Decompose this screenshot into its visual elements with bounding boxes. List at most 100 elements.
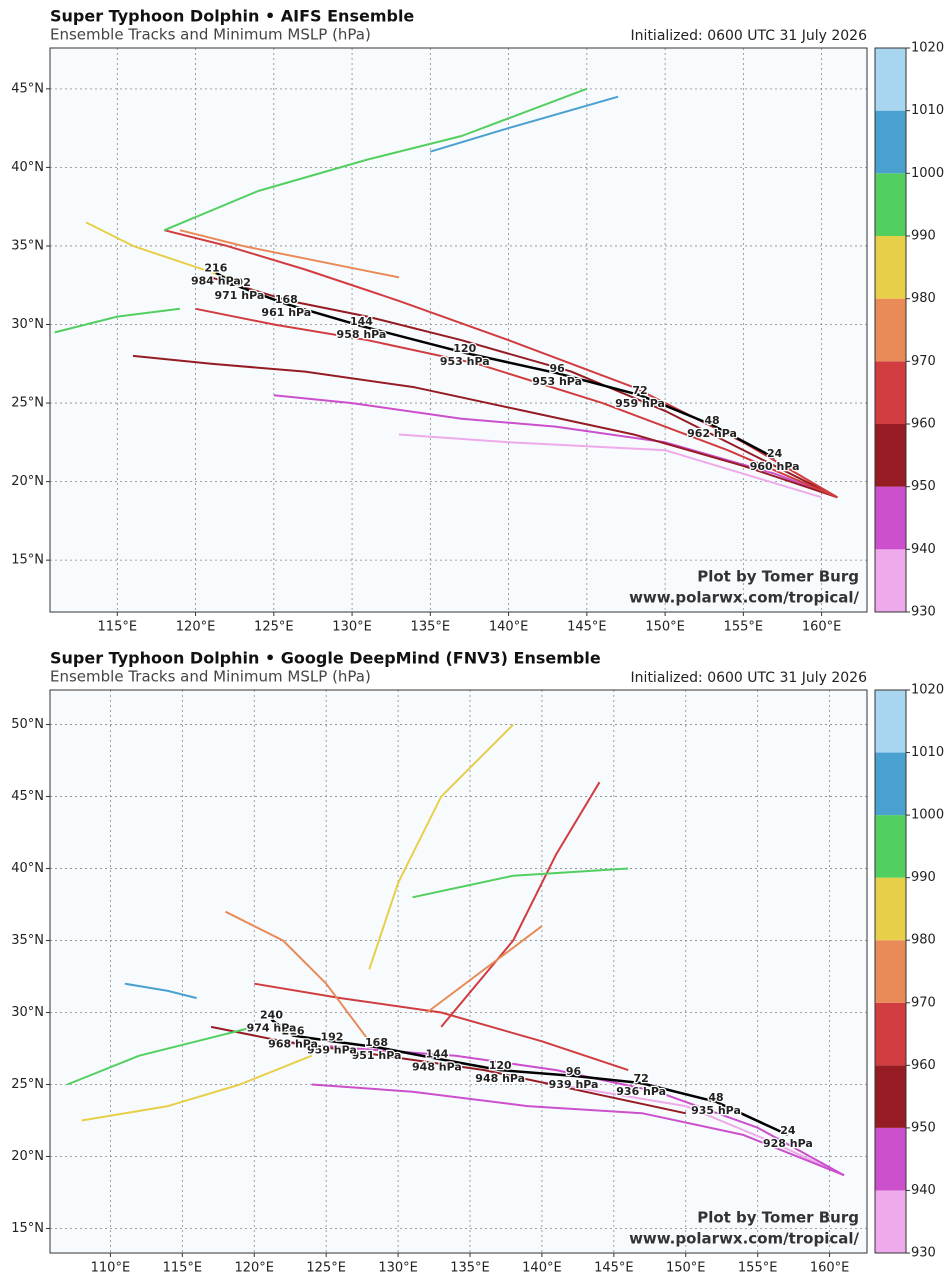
ensemble-track: [311, 1083, 845, 1177]
pressure-label: 936 hPa: [616, 1085, 666, 1098]
pressure-label: 960 hPa: [750, 460, 800, 473]
hour-label: 168: [365, 1036, 388, 1049]
colorbar-band: [875, 877, 906, 941]
y-tick-label: 30°N: [11, 1005, 44, 1020]
hour-label: 240: [260, 1009, 283, 1022]
colorbar-band: [875, 1065, 906, 1128]
pressure-label: 971 hPa: [214, 289, 264, 302]
hour-label: 216: [204, 262, 227, 275]
hour-label: 120: [489, 1059, 512, 1072]
pressure-label: 962 hPa: [687, 427, 737, 440]
y-tick-label: 15°N: [11, 553, 44, 568]
pressure-label: 953 hPa: [532, 375, 582, 388]
credit: Plot by Tomer Burg: [697, 1209, 859, 1227]
y-tick-label: 35°N: [11, 238, 44, 253]
y-tick-label: 30°N: [11, 317, 44, 332]
x-tick-label: 145°E: [567, 620, 607, 635]
init-time: Initialized: 0600 UTC 31 July 2026: [631, 28, 868, 44]
ensemble-track: [163, 87, 588, 232]
colorbar-band: [875, 486, 906, 550]
hour-label: 48: [708, 1091, 723, 1104]
pressure-label: 958 hPa: [337, 328, 387, 341]
mean-track: [215, 271, 776, 460]
colorbar-band: [875, 1127, 906, 1191]
ensemble-track: [210, 276, 838, 499]
ensemble-track: [398, 433, 822, 499]
pressure-label: 928 hPa: [763, 1137, 813, 1150]
colorbar-band: [875, 236, 906, 299]
y-tick-label: 15°N: [11, 1221, 44, 1236]
map-background: [50, 690, 867, 1253]
colorbar-band: [875, 549, 906, 612]
colorbar-band: [875, 690, 906, 753]
ensemble-track: [513, 1076, 845, 1177]
x-tick-label: 120°E: [176, 620, 216, 635]
init-time: Initialized: 0600 UTC 31 July 2026: [631, 670, 868, 686]
y-tick-label: 20°N: [11, 1149, 44, 1164]
hour-label: 192: [228, 276, 251, 289]
y-tick-label: 40°N: [11, 861, 44, 876]
colorbar-band: [875, 815, 906, 878]
colorbar-label: 1010: [911, 745, 944, 760]
credit-url: www.polarwx.com/tropical/: [629, 1230, 859, 1248]
x-tick-label: 160°E: [810, 1261, 850, 1276]
credit-url: www.polarwx.com/tropical/: [629, 589, 859, 607]
hour-label: 192: [320, 1030, 343, 1043]
colorbar-band: [875, 1002, 906, 1066]
ensemble-track: [412, 867, 629, 899]
colorbar-label: 990: [911, 870, 936, 885]
pressure-label: 984 hPa: [191, 275, 241, 288]
x-tick-label: 145°E: [594, 1261, 634, 1276]
colorbar-label: 1020: [911, 41, 944, 56]
hour-label: 120: [453, 342, 476, 355]
hour-label: 144: [425, 1048, 448, 1061]
pressure-label: 939 hPa: [549, 1078, 599, 1091]
ensemble-track: [268, 1040, 845, 1177]
panel-title: Super Typhoon Dolphin • AIFS Ensemble: [50, 7, 414, 26]
colorbar-label: 970: [911, 354, 936, 369]
ensemble-track: [225, 910, 371, 1042]
ensemble-track: [179, 229, 400, 279]
ensemble-track: [440, 781, 601, 1028]
x-tick-label: 120°E: [234, 1261, 274, 1276]
ensemble-track: [195, 307, 838, 499]
hour-label: 216: [282, 1025, 305, 1038]
ensemble-track: [430, 95, 619, 153]
x-tick-label: 155°E: [738, 1261, 778, 1276]
x-tick-label: 155°E: [724, 620, 764, 635]
colorbar-label: 990: [911, 229, 936, 244]
map-frame: [49, 47, 868, 613]
colorbar-label: 950: [911, 479, 936, 494]
x-tick-label: 140°E: [489, 620, 529, 635]
colorbar-label: 970: [911, 995, 936, 1010]
x-tick-label: 140°E: [522, 1261, 562, 1276]
hour-label: 96: [566, 1065, 582, 1078]
ensemble-track: [426, 925, 543, 1014]
colorbar-label: 940: [911, 542, 936, 557]
y-tick-label: 40°N: [11, 160, 44, 175]
x-tick-label: 110°E: [91, 1261, 131, 1276]
pressure-label: 959 hPa: [615, 397, 665, 410]
y-tick-label: 45°N: [11, 81, 44, 96]
y-tick-label: 25°N: [11, 1077, 44, 1092]
hour-label: 96: [549, 362, 565, 375]
colorbar-label: 1020: [911, 683, 944, 698]
pressure-label: 968 hPa: [268, 1038, 318, 1051]
pressure-label: 953 hPa: [440, 355, 490, 368]
ensemble-track: [124, 982, 197, 1000]
y-tick-label: 50°N: [11, 717, 44, 732]
colorbar-label: 1000: [911, 808, 944, 823]
hour-label: 168: [275, 293, 298, 306]
colorbar-label: 930: [911, 1246, 936, 1261]
colorbar-label: 950: [911, 1120, 936, 1135]
colorbar-band: [875, 298, 906, 362]
ensemble-track: [54, 307, 181, 334]
colorbar-label: 1000: [911, 166, 944, 181]
x-tick-label: 150°E: [645, 620, 685, 635]
x-tick-label: 135°E: [450, 1261, 490, 1276]
hour-label: 72: [634, 1072, 649, 1085]
hour-label: 48: [704, 414, 719, 427]
colorbar-label: 980: [911, 291, 936, 306]
x-tick-label: 135°E: [411, 620, 451, 635]
ensemble-track: [210, 1025, 687, 1115]
